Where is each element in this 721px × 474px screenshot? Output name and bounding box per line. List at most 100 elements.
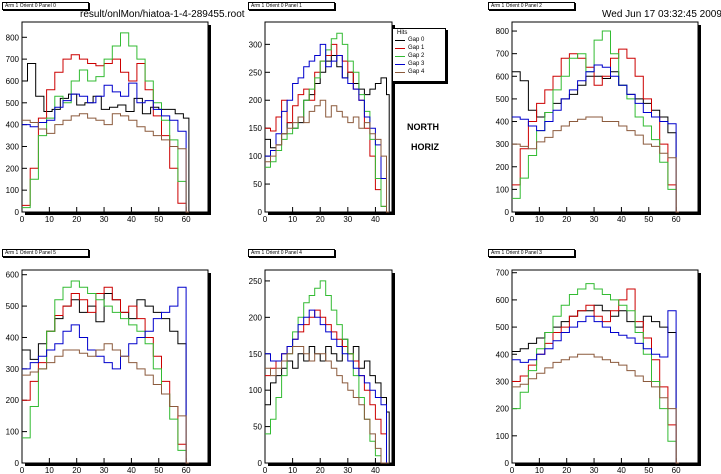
x-tick-label: 20 [562,215,571,224]
y-tick-label: 300 [496,377,510,386]
series-line [512,116,679,213]
series-line [22,63,192,213]
series-line [512,310,679,464]
y-tick-label: 300 [496,140,510,149]
x-tick-label: 30 [100,466,109,474]
y-tick-label: 100 [249,386,263,395]
x-tick-label: 50 [154,215,163,224]
legend-swatch [395,56,405,57]
series-line [512,283,679,464]
y-tick-label: 300 [6,365,20,374]
y-tick-label: 200 [249,96,263,105]
x-tick-label: 10 [288,215,297,224]
y-tick-label: 0 [258,459,263,468]
y-tick-label: 150 [249,124,263,133]
x-tick-label: 60 [672,215,681,224]
x-tick-label: 0 [263,466,268,474]
legend-label: Gap 3 [408,61,425,67]
y-tick-label: 600 [496,72,510,81]
x-tick-label: 0 [20,466,25,474]
series-line [265,99,390,213]
x-tick-label: 10 [535,466,544,474]
x-tick-label: 20 [316,215,325,224]
plot-frame [21,269,209,464]
y-tick-label: 0 [15,208,20,217]
series-line [512,304,679,464]
x-tick-label: 30 [590,466,599,474]
panel-title: Arm 1 Orient 0 Panel 4 [248,249,335,257]
y-tick-label: 500 [6,99,20,108]
legend-label: Gap 1 [408,45,425,51]
y-tick-label: 400 [6,121,20,130]
legend-entry: Gap 2 [395,53,445,60]
x-tick-label: 50 [644,466,653,474]
y-tick-label: 600 [6,271,20,280]
x-tick-label: 10 [45,215,54,224]
series-line [22,113,189,213]
legend-entry: Gap 4 [395,69,445,76]
y-tick-label: 600 [6,77,20,86]
x-tick-label: 0 [20,215,25,224]
y-tick-label: 200 [249,313,263,322]
x-tick-label: 40 [371,466,380,474]
y-tick-label: 100 [6,186,20,195]
x-tick-label: 40 [127,466,136,474]
y-tick-label: 200 [6,396,20,405]
x-tick-label: 20 [72,215,81,224]
y-tick-label: 500 [496,323,510,332]
series-line [265,309,390,464]
x-tick-label: 20 [316,466,325,474]
panel-title: Arm 1 Orient 0 Panel 0 [2,2,89,10]
x-tick-label: 40 [371,215,380,224]
x-tick-label: 60 [672,466,681,474]
legend-title: Hits [397,30,408,36]
series-line [22,286,189,464]
x-tick-label: 10 [288,466,297,474]
plot-frame [264,269,393,464]
x-tick-label: 50 [644,215,653,224]
legend-swatch [395,40,405,41]
panel-title: Arm 1 Orient 0 Panel 2 [488,2,575,10]
series-line [265,346,390,464]
y-tick-label: 250 [249,68,263,77]
x-tick-label: 30 [590,215,599,224]
plot-frame [21,21,209,213]
x-tick-label: 60 [182,466,191,474]
y-tick-label: 50 [253,180,262,189]
y-tick-label: 500 [6,302,20,311]
x-tick-label: 20 [562,466,571,474]
series-line [22,32,189,213]
series-line [265,55,392,213]
series-line [22,343,189,464]
x-tick-label: 40 [127,215,136,224]
x-tick-label: 20 [72,466,81,474]
x-tick-label: 60 [182,215,191,224]
x-tick-label: 0 [510,215,515,224]
y-tick-label: 250 [249,277,263,286]
y-tick-label: 0 [15,459,20,468]
y-tick-label: 0 [505,459,510,468]
panel-title: Arm 1 Orient 0 Panel 5 [2,249,89,257]
x-tick-label: 30 [343,215,352,224]
x-tick-label: 0 [263,215,268,224]
y-tick-label: 800 [6,33,20,42]
x-tick-label: 0 [510,466,515,474]
y-tick-label: 700 [496,50,510,59]
timestamp: Wed Jun 17 03:32:45 2009 [602,9,721,20]
x-tick-label: 30 [343,466,352,474]
y-tick-label: 100 [496,432,510,441]
legend-swatch [395,72,405,73]
orientation-label: HORIZ [411,142,439,152]
y-tick-label: 400 [6,333,20,342]
y-tick-label: 0 [258,208,263,217]
y-tick-label: 300 [249,40,263,49]
y-tick-label: 200 [496,163,510,172]
y-tick-label: 200 [6,164,20,173]
plot-frame [511,269,699,464]
legend-label: Gap 2 [408,53,425,59]
y-tick-label: 300 [6,142,20,151]
y-tick-label: 0 [505,208,510,217]
x-tick-label: 50 [154,466,163,474]
legend-entry: Gap 1 [395,45,445,52]
